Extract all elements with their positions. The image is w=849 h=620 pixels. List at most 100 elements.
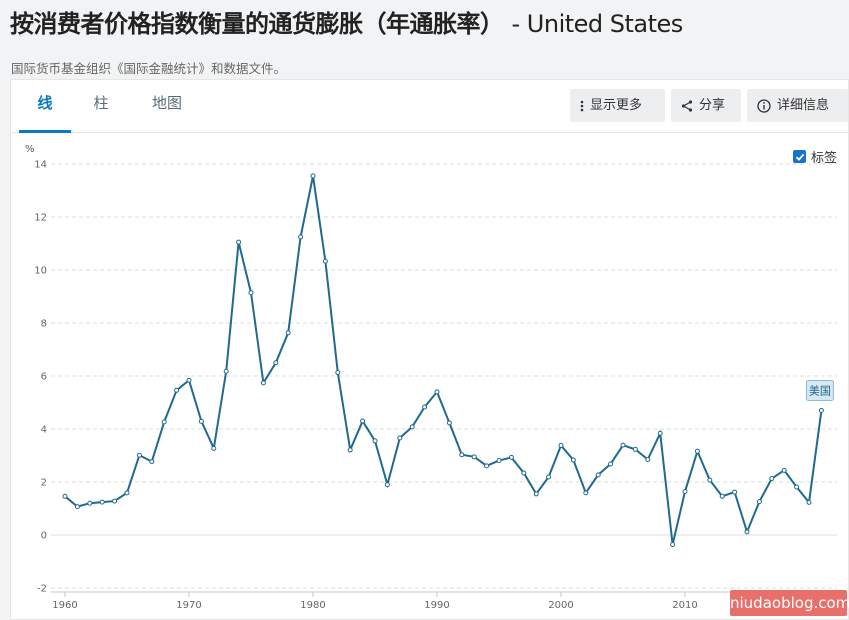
data-point[interactable]	[434, 389, 440, 395]
data-point[interactable]	[732, 489, 738, 495]
data-point[interactable]	[236, 239, 242, 245]
share-button[interactable]: 分享	[671, 89, 741, 122]
grid-lines	[51, 163, 837, 589]
data-point[interactable]	[149, 459, 155, 465]
data-point[interactable]	[781, 467, 787, 473]
data-point[interactable]	[409, 424, 415, 430]
data-point[interactable]	[422, 404, 428, 410]
data-point[interactable]	[174, 387, 180, 393]
data-point[interactable]	[446, 420, 452, 426]
y-tick-label: 2	[41, 478, 47, 489]
y-axis-ticks: -2 0 2 4 6 8 10 12 14	[34, 160, 47, 595]
data-point[interactable]	[310, 173, 316, 179]
data-point[interactable]	[322, 258, 328, 264]
data-point[interactable]	[471, 454, 477, 460]
data-point[interactable]	[546, 474, 552, 480]
x-tick-label: 2010	[672, 600, 697, 611]
data-point[interactable]	[719, 493, 725, 499]
y-tick-label: 12	[34, 213, 47, 224]
page-title: 按消费者价格指数衡量的通货膨胀（年通胀率） - United States	[10, 4, 683, 39]
data-point[interactable]	[583, 490, 589, 496]
data-point[interactable]	[260, 380, 266, 386]
data-point[interactable]	[694, 448, 700, 454]
data-point[interactable]	[186, 377, 192, 383]
y-tick-label: 4	[41, 425, 47, 436]
data-point[interactable]	[360, 418, 366, 424]
share-icon	[681, 99, 693, 112]
data-point[interactable]	[558, 442, 564, 448]
data-point[interactable]	[347, 447, 353, 453]
data-point[interactable]	[62, 493, 68, 499]
data-point[interactable]	[670, 542, 676, 548]
data-point[interactable]	[161, 419, 167, 425]
label-toggle[interactable]: 标签	[793, 147, 837, 166]
data-point[interactable]	[657, 430, 663, 436]
data-point[interactable]	[756, 499, 762, 505]
data-point[interactable]	[744, 529, 750, 535]
series-end-label: 美国	[805, 379, 834, 401]
data-point[interactable]	[620, 442, 626, 448]
data-point[interactable]	[570, 457, 576, 463]
series-label-box	[805, 379, 834, 401]
show-more-button[interactable]: 显示更多	[570, 89, 665, 122]
data-point[interactable]	[372, 438, 378, 444]
data-point[interactable]	[335, 370, 341, 376]
x-tick-label: 1990	[424, 600, 449, 611]
data-point[interactable]	[397, 435, 403, 441]
data-point[interactable]	[459, 452, 465, 458]
data-point[interactable]	[818, 407, 824, 413]
data-point[interactable]	[112, 498, 118, 504]
data-point[interactable]	[682, 489, 688, 495]
share-label: 分享	[699, 98, 726, 113]
data-point[interactable]	[521, 470, 527, 476]
data-point[interactable]	[645, 456, 651, 462]
y-axis-unit: %	[25, 144, 35, 155]
y-tick-label: 14	[34, 160, 47, 171]
series-points	[62, 173, 824, 548]
data-point[interactable]	[273, 360, 279, 366]
data-point[interactable]	[99, 499, 105, 505]
watermark: niudaoblog.com	[730, 590, 849, 616]
data-point[interactable]	[484, 463, 490, 469]
x-axis-ticks: 1960 1970 1980 1990 2000 2010	[51, 591, 837, 611]
data-point[interactable]	[707, 477, 713, 483]
details-button[interactable]: 详细信息	[747, 89, 848, 122]
show-more-label: 显示更多	[590, 98, 643, 113]
y-tick-label: 6	[41, 372, 47, 383]
y-tick-label: 0	[41, 531, 47, 542]
data-point[interactable]	[298, 234, 304, 240]
line-chart: % -2 0 2 4 6 8 10 12 14 1960 1970 1980 1990 2000 2010…	[25, 144, 837, 611]
label-toggle-text: 标签	[811, 151, 838, 166]
data-point[interactable]	[211, 445, 217, 451]
title-text: 按消费者价格指数衡量的通货膨胀（年通胀率）	[10, 10, 504, 38]
data-point[interactable]	[595, 472, 601, 478]
data-point[interactable]	[198, 418, 204, 424]
data-point[interactable]	[608, 461, 614, 467]
x-tick-label: 1970	[176, 600, 201, 611]
tab-bar: 线 柱 地图 显示更多 分享 详细信息	[11, 80, 848, 133]
x-tick-label: 1980	[300, 600, 325, 611]
y-tick-label: -2	[37, 584, 47, 595]
data-point[interactable]	[124, 490, 130, 496]
data-point[interactable]	[87, 500, 93, 506]
tab-map[interactable]: 地图	[151, 94, 182, 112]
tab-bar-chart[interactable]: 柱	[93, 94, 109, 112]
data-point[interactable]	[632, 446, 638, 452]
data-point[interactable]	[769, 476, 775, 482]
source-note: 国际货币基金组织《国际金融统计》和数据文件。	[11, 61, 287, 76]
data-point[interactable]	[533, 491, 539, 497]
data-point[interactable]	[806, 499, 812, 505]
y-tick-label: 8	[41, 319, 47, 330]
data-point[interactable]	[285, 330, 291, 336]
data-point[interactable]	[384, 482, 390, 488]
data-point[interactable]	[136, 452, 142, 458]
more-vertical-icon	[580, 100, 584, 112]
data-point[interactable]	[248, 290, 254, 296]
data-point[interactable]	[223, 368, 229, 374]
data-point[interactable]	[496, 458, 502, 464]
tab-line[interactable]: 线	[19, 80, 71, 133]
label-checkbox[interactable]	[793, 150, 806, 163]
data-point[interactable]	[794, 484, 800, 490]
data-point[interactable]	[508, 454, 514, 460]
data-point[interactable]	[74, 504, 80, 510]
